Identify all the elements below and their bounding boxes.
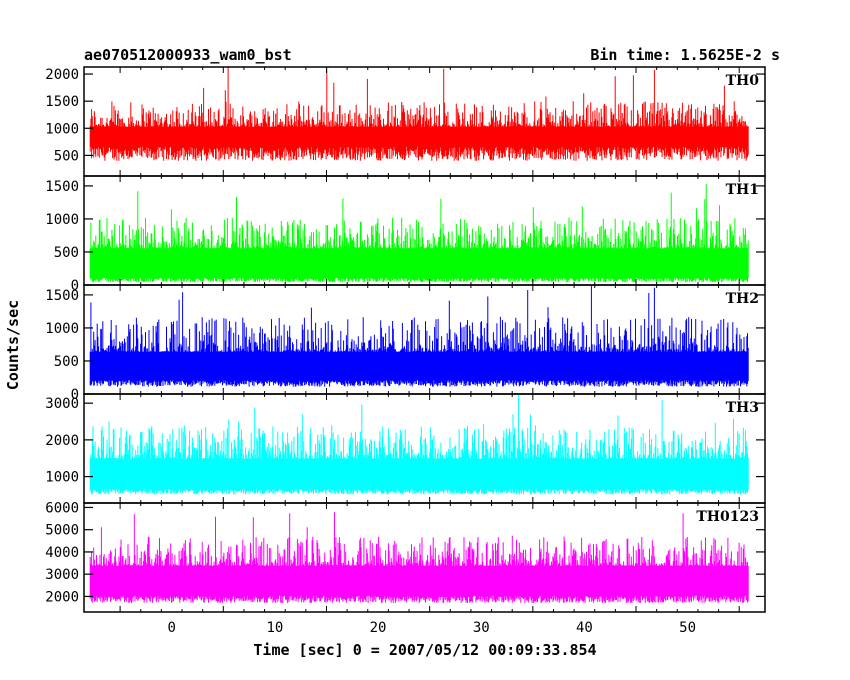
x-tick-label: 20 xyxy=(370,620,387,636)
panel-th0: 500 1000 1500 2000 TH0 xyxy=(45,66,766,177)
panel-label: TH1 xyxy=(726,182,759,198)
chart-title: ae070512000933_wam0_bst xyxy=(84,46,292,64)
series-th0123 xyxy=(89,512,749,603)
panel-label: TH2 xyxy=(726,291,759,307)
y-tick-label: 2000 xyxy=(45,433,79,449)
x-tick-label: 30 xyxy=(473,620,490,636)
y-tick-label: 1500 xyxy=(45,288,79,304)
panel-frame xyxy=(83,502,766,613)
panel-label: TH0 xyxy=(726,73,760,89)
series-th1 xyxy=(89,184,749,283)
panel-th0123: 2000 3000 4000 5000 6000 TH0123 xyxy=(45,500,766,613)
y-tick-label: 2000 xyxy=(45,67,79,83)
y-tick-label: 0 xyxy=(71,387,79,403)
x-tick-labels: 0 10 20 30 40 50 xyxy=(167,620,696,636)
panel-th3: 1000 2000 3000 TH3 xyxy=(45,393,766,504)
panel-label: TH0123 xyxy=(696,509,759,525)
y-tick-label: 5000 xyxy=(45,523,79,539)
y-axis-label: Counts/sec xyxy=(4,300,22,390)
y-tick-label: 2000 xyxy=(45,589,79,605)
x-tick-label: 10 xyxy=(266,620,283,636)
x-axis-label: Time [sec] 0 = 2007/05/12 00:09:33.854 xyxy=(253,641,596,659)
panel-th1: 0 500 1000 1500 TH1 xyxy=(45,175,766,294)
y-tick-label: 1500 xyxy=(45,179,79,195)
series-th0 xyxy=(89,67,749,161)
x-tick-label: 0 xyxy=(167,620,175,636)
y-tick-label: 4000 xyxy=(45,545,79,561)
series-th3 xyxy=(89,394,749,495)
y-tick-label: 500 xyxy=(54,148,79,164)
y-tick-label: 500 xyxy=(54,245,79,261)
bin-time-label: Bin time: 1.5625E-2 s xyxy=(590,46,780,64)
y-tick-label: 1000 xyxy=(45,470,79,486)
panel-th2: 0 500 1000 1500 TH2 xyxy=(45,284,766,403)
x-tick-label: 50 xyxy=(679,620,696,636)
y-tick-label: 3000 xyxy=(45,396,79,412)
y-tick-label: 0 xyxy=(71,278,79,294)
y-tick-label: 1000 xyxy=(45,321,79,337)
y-tick-label: 1500 xyxy=(45,94,79,110)
x-tick-label: 40 xyxy=(576,620,593,636)
panel-label: TH3 xyxy=(726,400,759,416)
y-tick-label: 1000 xyxy=(45,212,79,228)
series-th2 xyxy=(89,285,749,387)
y-tick-label: 3000 xyxy=(45,567,79,583)
y-tick-label: 500 xyxy=(54,354,79,370)
y-tick-label: 1000 xyxy=(45,121,79,137)
y-tick-label: 6000 xyxy=(45,500,79,516)
